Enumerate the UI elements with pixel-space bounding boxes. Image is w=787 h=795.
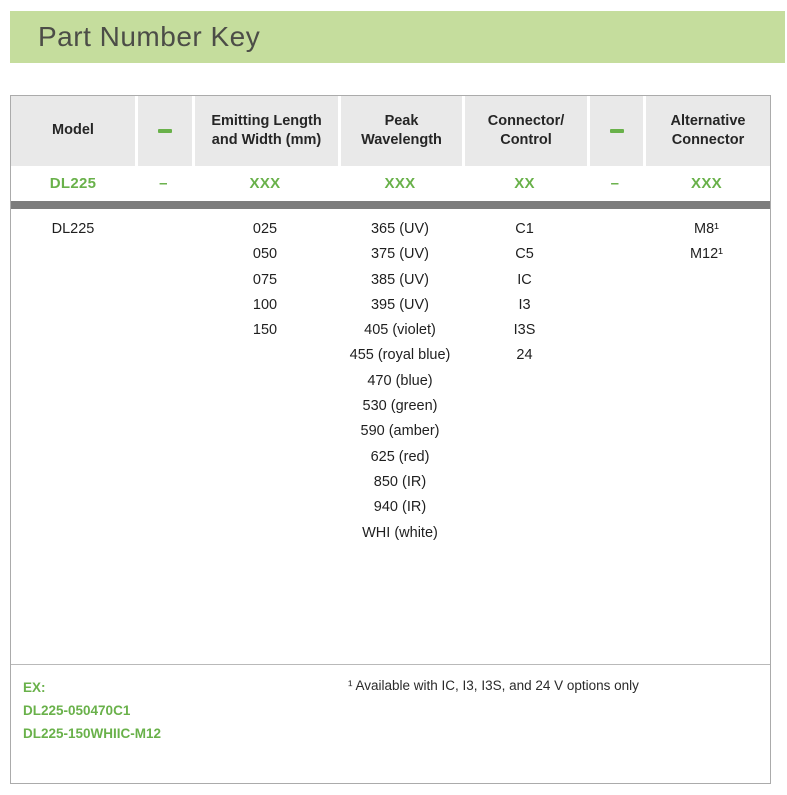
cell: 075 bbox=[252, 271, 278, 288]
header-cell-dash-1 bbox=[135, 96, 192, 166]
cell: M8¹ bbox=[694, 221, 719, 237]
cell: 025 bbox=[252, 221, 278, 237]
column-emitting-length: 025 050 075 100 150 bbox=[192, 209, 338, 664]
header-cell-peak-wavelength: Peak Wavelength bbox=[338, 96, 462, 166]
code-cell-dash-2: – bbox=[610, 175, 620, 192]
code-cell-peak: XXX bbox=[384, 175, 416, 192]
cell: 375 (UV) bbox=[370, 246, 430, 263]
title-banner: Part Number Key bbox=[10, 11, 785, 63]
cell: 365 (UV) bbox=[370, 221, 430, 237]
example-block: EX: DL225-050470C1 DL225-150WHIIC-M12 bbox=[23, 676, 161, 745]
cell: 530 (green) bbox=[362, 398, 438, 415]
column-dash-spacer-2 bbox=[587, 209, 643, 664]
table-footer: EX: DL225-050470C1 DL225-150WHIIC-M12 ¹ A… bbox=[11, 664, 770, 783]
cell: WHI (white) bbox=[362, 524, 438, 541]
cell: M12¹ bbox=[689, 246, 724, 263]
header-cell-dash-2 bbox=[587, 96, 643, 166]
cell: 405 (violet) bbox=[364, 322, 436, 339]
cell: C1 bbox=[515, 221, 534, 237]
cell: 24 bbox=[516, 347, 533, 364]
example-item: DL225-150WHIIC-M12 bbox=[23, 726, 162, 741]
code-row: DL225 – XXX XXX XX – XXX bbox=[11, 166, 770, 201]
cell: 940 (IR) bbox=[373, 499, 427, 516]
cell: I3 bbox=[518, 296, 531, 313]
header-cell-emitting-length: Emitting Length and Width (mm) bbox=[192, 96, 338, 166]
cell: 455 (royal blue) bbox=[349, 347, 451, 364]
code-cell-model: DL225 bbox=[49, 175, 97, 192]
code-cell-alternative: XXX bbox=[691, 175, 722, 192]
page-title: Part Number Key bbox=[38, 21, 261, 52]
column-peak-wavelength: 365 (UV) 375 (UV) 385 (UV) 395 (UV) 405 (vio… bbox=[338, 209, 462, 664]
cell: DL225 bbox=[51, 221, 95, 237]
cell: 385 (UV) bbox=[370, 271, 430, 288]
header-cell-connector-control: Connector/ Control bbox=[462, 96, 587, 166]
green-dash-icon bbox=[158, 129, 172, 133]
cell: 100 bbox=[252, 296, 278, 313]
column-model: DL225 bbox=[11, 209, 135, 664]
cell: IC bbox=[517, 271, 532, 288]
example-item: DL225-050470C1 bbox=[23, 703, 131, 718]
example-label: EX: bbox=[23, 680, 46, 695]
cell: 050 bbox=[252, 246, 278, 263]
cell: 850 (IR) bbox=[373, 473, 427, 490]
green-dash-icon bbox=[609, 129, 624, 133]
column-alternative-connector: M8¹ M12¹ bbox=[643, 209, 770, 664]
code-cell-dash-1: – bbox=[159, 175, 168, 192]
cell: 625 (red) bbox=[370, 448, 430, 465]
thick-divider-bar bbox=[11, 201, 770, 209]
cell: 590 (amber) bbox=[360, 423, 440, 440]
example-list: DL225-050470C1 DL225-150WHIIC-M12 bbox=[23, 699, 161, 745]
code-cell-emitting: XXX bbox=[249, 175, 281, 192]
header-cell-model: Model bbox=[11, 96, 135, 166]
code-cell-connector: XX bbox=[514, 175, 535, 192]
cell: I3S bbox=[513, 322, 536, 339]
table-header-row: Model Emitting Length and Width (mm) Pea… bbox=[11, 96, 770, 166]
table-body: DL225 025 050 075 100 150 365 (UV) 375 (UV) 38… bbox=[11, 209, 770, 664]
part-number-key-table: Model Emitting Length and Width (mm) Pea… bbox=[10, 95, 771, 784]
header-cell-alternative-connector: Alternative Connector bbox=[643, 96, 770, 166]
cell: 150 bbox=[252, 322, 278, 339]
cell: 470 (blue) bbox=[367, 372, 433, 389]
footnote: ¹ Available with IC, I3, I3S, and 24 V o… bbox=[348, 678, 639, 693]
cell: C5 bbox=[515, 246, 534, 263]
cell: 395 (UV) bbox=[370, 296, 430, 313]
column-connector-control: C1 C5 IC I3 I3S 24 bbox=[462, 209, 587, 664]
column-dash-spacer-1 bbox=[135, 209, 192, 664]
